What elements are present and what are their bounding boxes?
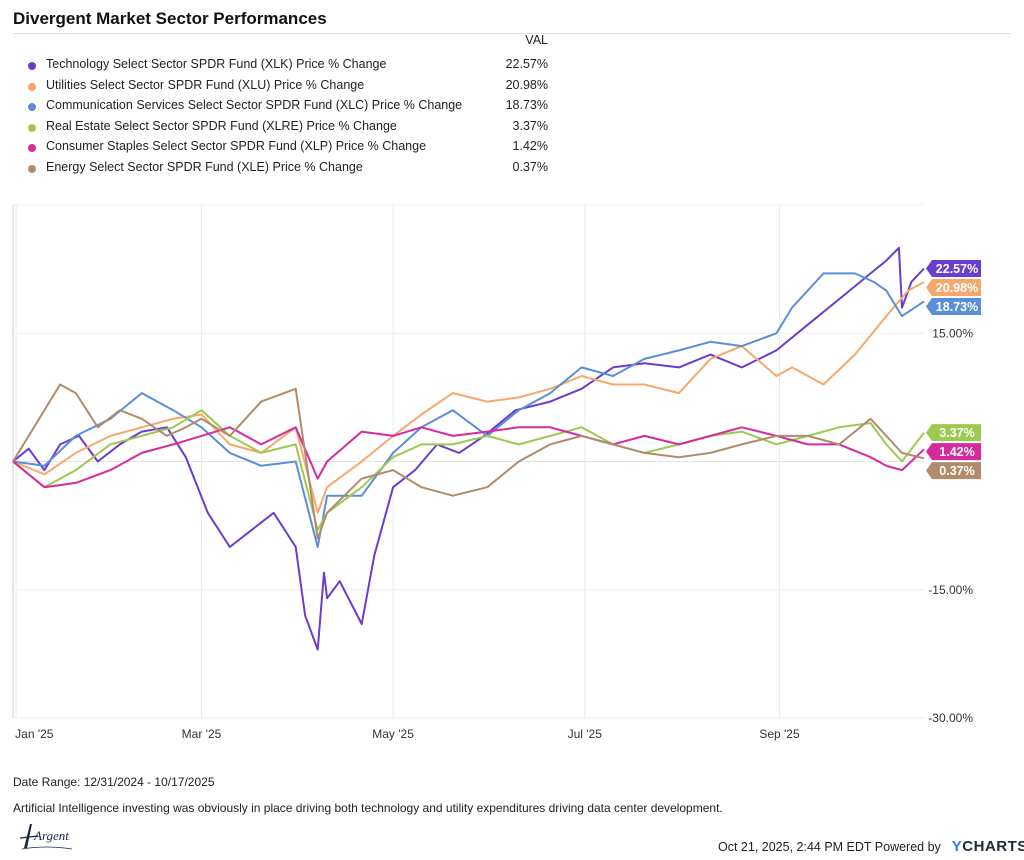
- legend-series-value: 22.57%: [505, 57, 548, 71]
- timestamp: Oct 21, 2025, 2:44 PM EDT Powered by: [718, 840, 941, 854]
- argent-logo-icon: Argent: [19, 824, 73, 850]
- x-tick-label: Jul '25: [568, 727, 603, 741]
- series-line[interactable]: [12, 426, 925, 489]
- legend-series-name: Utilities Select Sector SPDR Fund (XLU) …: [46, 77, 365, 92]
- y-tick-label: -30.00%: [928, 711, 973, 725]
- y-tick-label: -15.00%: [928, 583, 973, 597]
- legend: VAL Technology Select Sector SPDR Fund (…: [28, 33, 548, 181]
- legend-marker-icon: [28, 82, 36, 91]
- end-value-tag: [926, 298, 981, 316]
- end-value-label: 3.37%: [939, 426, 974, 440]
- y-tick-label: 15.00%: [932, 326, 973, 340]
- logo-text: Argent: [33, 828, 69, 843]
- end-value-label: 0.37%: [939, 464, 974, 478]
- legend-series-value: 0.37%: [512, 159, 548, 174]
- x-tick-label: Mar '25: [182, 727, 222, 741]
- legend-series-name: Energy Select Sector SPDR Fund (XLE) Pri…: [46, 159, 363, 174]
- legend-marker-icon: [28, 123, 36, 132]
- end-value-tag: [926, 260, 981, 278]
- series-line[interactable]: [12, 383, 925, 540]
- ycharts-logo[interactable]: YCHARTS: [952, 838, 1024, 855]
- legend-marker-icon: [28, 164, 36, 173]
- legend-series-value: 3.37%: [512, 118, 548, 133]
- legend-series-name: Technology Select Sector SPDR Fund (XLK)…: [46, 57, 387, 71]
- legend-series-name: Real Estate Select Sector SPDR Fund (XLR…: [46, 118, 397, 133]
- chart-title: Divergent Market Sector Performances: [13, 9, 327, 28]
- series-line[interactable]: [12, 272, 925, 548]
- end-value-tag: [926, 443, 981, 461]
- legend-marker-icon: [28, 103, 36, 112]
- series-line[interactable]: [12, 409, 925, 531]
- legend-item[interactable]: Consumer Staples Select Sector SPDR Fund…: [28, 139, 548, 160]
- end-value-label: 22.57%: [936, 262, 978, 276]
- legend-item[interactable]: Communication Services Select Sector SPD…: [28, 98, 548, 119]
- footer-credit: Oct 21, 2025, 2:44 PM EDT Powered by YCH…: [718, 838, 1024, 855]
- legend-series-value: 20.98%: [505, 77, 548, 92]
- chart-note: Artificial Intelligence investing was ob…: [13, 801, 723, 815]
- legend-value-header: VAL: [525, 33, 548, 47]
- end-value-label: 20.98%: [936, 281, 978, 295]
- series-line[interactable]: [12, 246, 925, 651]
- title-divider: [13, 33, 1011, 34]
- series-line[interactable]: [12, 281, 925, 514]
- legend-marker-icon: [28, 62, 36, 70]
- legend-series-name: Consumer Staples Select Sector SPDR Fund…: [46, 139, 427, 154]
- legend-item[interactable]: Technology Select Sector SPDR Fund (XLK)…: [28, 57, 548, 78]
- legend-item[interactable]: Energy Select Sector SPDR Fund (XLE) Pri…: [28, 159, 548, 181]
- legend-series-value: 18.73%: [505, 98, 548, 113]
- legend-series-name: Communication Services Select Sector SPD…: [46, 98, 463, 113]
- legend-series-value: 1.42%: [512, 139, 548, 154]
- ycharts-logo-text: CHARTS: [962, 838, 1024, 855]
- end-value-tag: [926, 424, 981, 442]
- end-value-tag: [926, 462, 981, 480]
- x-tick-label: Sep '25: [759, 727, 800, 741]
- legend-marker-icon: [28, 144, 36, 153]
- date-range: Date Range: 12/31/2024 - 10/17/2025: [13, 775, 215, 789]
- x-tick-label: Jan '25: [15, 727, 54, 741]
- legend-item[interactable]: Utilities Select Sector SPDR Fund (XLU) …: [28, 77, 548, 99]
- ycharts-y-icon: Y: [951, 838, 963, 855]
- end-value-label: 1.42%: [939, 445, 974, 459]
- end-value-label: 18.73%: [936, 300, 978, 314]
- legend-item[interactable]: Real Estate Select Sector SPDR Fund (XLR…: [28, 118, 548, 140]
- end-value-tag: [926, 279, 981, 297]
- x-tick-label: May '25: [372, 727, 414, 741]
- line-chart: Jan '25 Mar '25 May '25 Jul '25 Sep '25 15.00…: [12, 204, 981, 741]
